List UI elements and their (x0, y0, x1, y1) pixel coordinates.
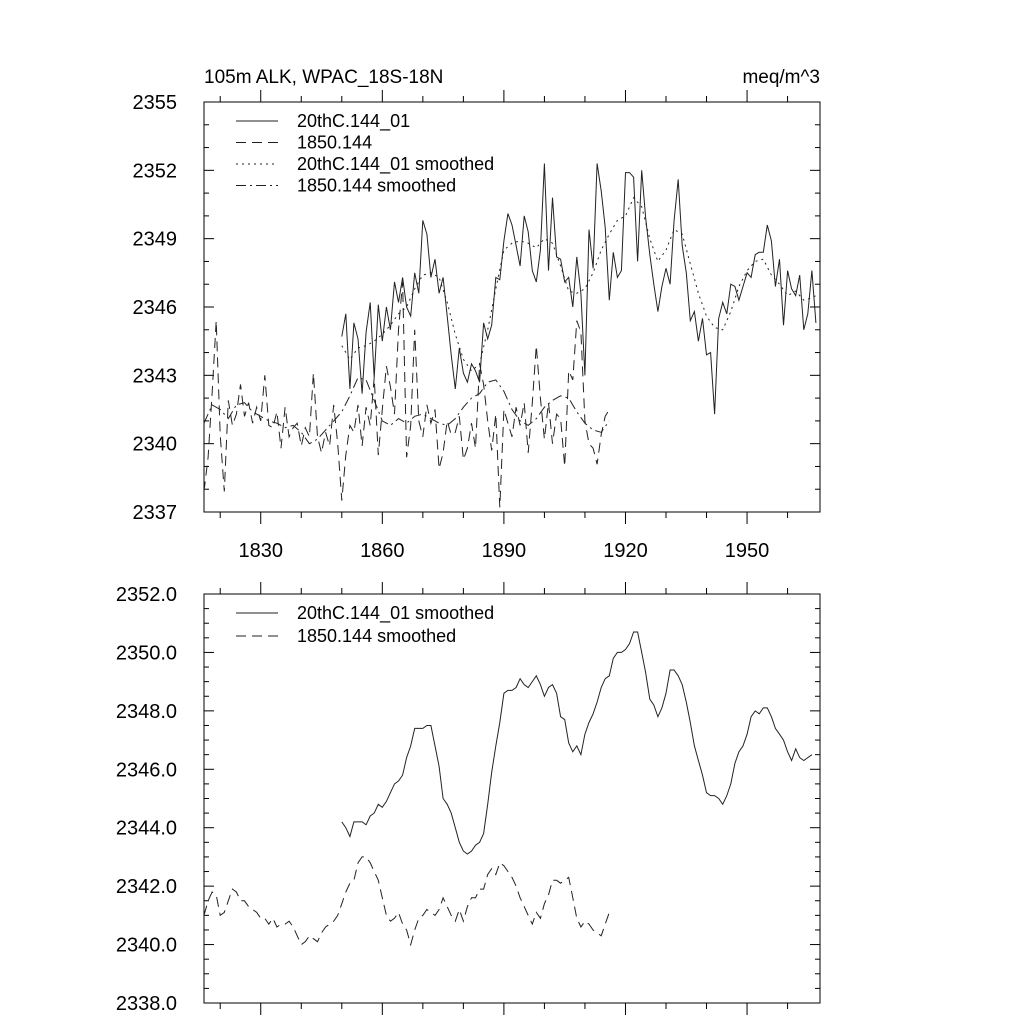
legend-label: 1850.144 smoothed (297, 176, 456, 196)
x-tick-label: 1950 (725, 540, 770, 562)
legend-label: 1850.144 (297, 133, 372, 153)
y-tick-label: 2348.0 (116, 701, 177, 723)
y-tick-label: 2337 (133, 502, 178, 524)
legend-label: 1850.144 smoothed (297, 626, 456, 646)
y-tick-label: 2340.0 (116, 935, 177, 957)
y-tick-label: 2346 (133, 297, 178, 319)
y-tick-label: 2340 (133, 434, 178, 456)
y-tick-label: 2338.0 (116, 993, 177, 1015)
x-tick-label: 1890 (482, 540, 527, 562)
legend-label: 20thC.144_01 smoothed (297, 154, 494, 175)
series-line-1850-144-smoothed (204, 377, 610, 445)
y-tick-label: 2349 (133, 229, 178, 251)
series-line-1850-144 (204, 281, 610, 508)
plot-frame (203, 593, 821, 1004)
y-tick-label: 2342.0 (116, 876, 177, 898)
series-line-1850-144-smoothed (204, 856, 610, 947)
chart-panel-2: 2338.0 2340.0 2342.0 2344.0 2346.0 2348.0 2350… (116, 582, 821, 1015)
chart-units: meq/m^3 (742, 67, 820, 88)
series-line-20thc-144-01-smoothed (341, 196, 817, 372)
y-tick-label: 2344.0 (116, 818, 177, 840)
x-tick-label: 1860 (360, 540, 405, 562)
legend-label: 20thC.144_01 (297, 111, 410, 132)
chart-title: 105m ALK, WPAC_18S-18N (204, 67, 443, 88)
x-tick-label: 1830 (238, 540, 283, 562)
y-tick-label: 2352.0 (116, 584, 177, 606)
legend-label: 20thC.144_01 smoothed (297, 603, 494, 624)
series-line-20thc-144-01-smoothed (341, 631, 813, 855)
y-tick-label: 2355 (133, 92, 178, 114)
series-line-20thc-144-01 (341, 163, 817, 415)
y-tick-label: 2350.0 (116, 642, 177, 664)
y-tick-label: 2346.0 (116, 759, 177, 781)
x-tick-label: 1920 (603, 540, 648, 562)
y-tick-label: 2352 (133, 160, 178, 182)
y-tick-label: 2343 (133, 365, 178, 387)
chart-panel-1: 2337 2340 2343 2346 2349 2352 2355 1830 1860 1890… (133, 67, 821, 562)
